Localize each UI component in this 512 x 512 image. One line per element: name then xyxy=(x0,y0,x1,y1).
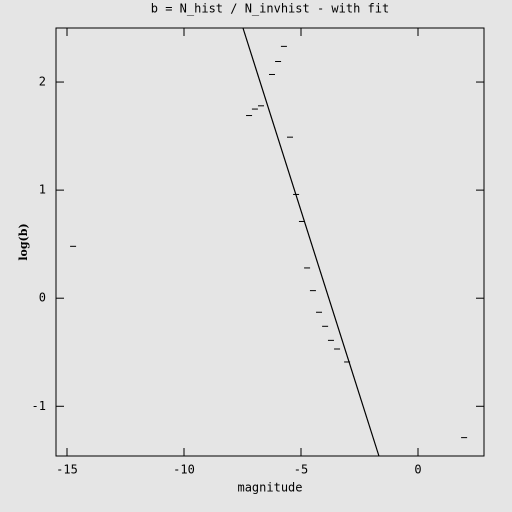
y-axis-label: log(b) xyxy=(17,223,30,260)
y-tick-label: 2 xyxy=(39,75,46,89)
chart-title: b = N_hist / N_invhist - with fit xyxy=(151,2,389,16)
x-tick-label: -5 xyxy=(294,463,308,477)
y-tick-label: 0 xyxy=(39,291,46,305)
y-tick-label: 1 xyxy=(39,183,46,197)
y-tick-label: -1 xyxy=(32,399,46,413)
plot-frame xyxy=(55,27,485,457)
fit-line xyxy=(242,27,380,457)
x-tick-label: -10 xyxy=(173,463,195,477)
x-tick-label: 0 xyxy=(414,463,421,477)
x-axis-label: magnitude xyxy=(237,481,302,495)
x-tick-label: -15 xyxy=(56,463,78,477)
